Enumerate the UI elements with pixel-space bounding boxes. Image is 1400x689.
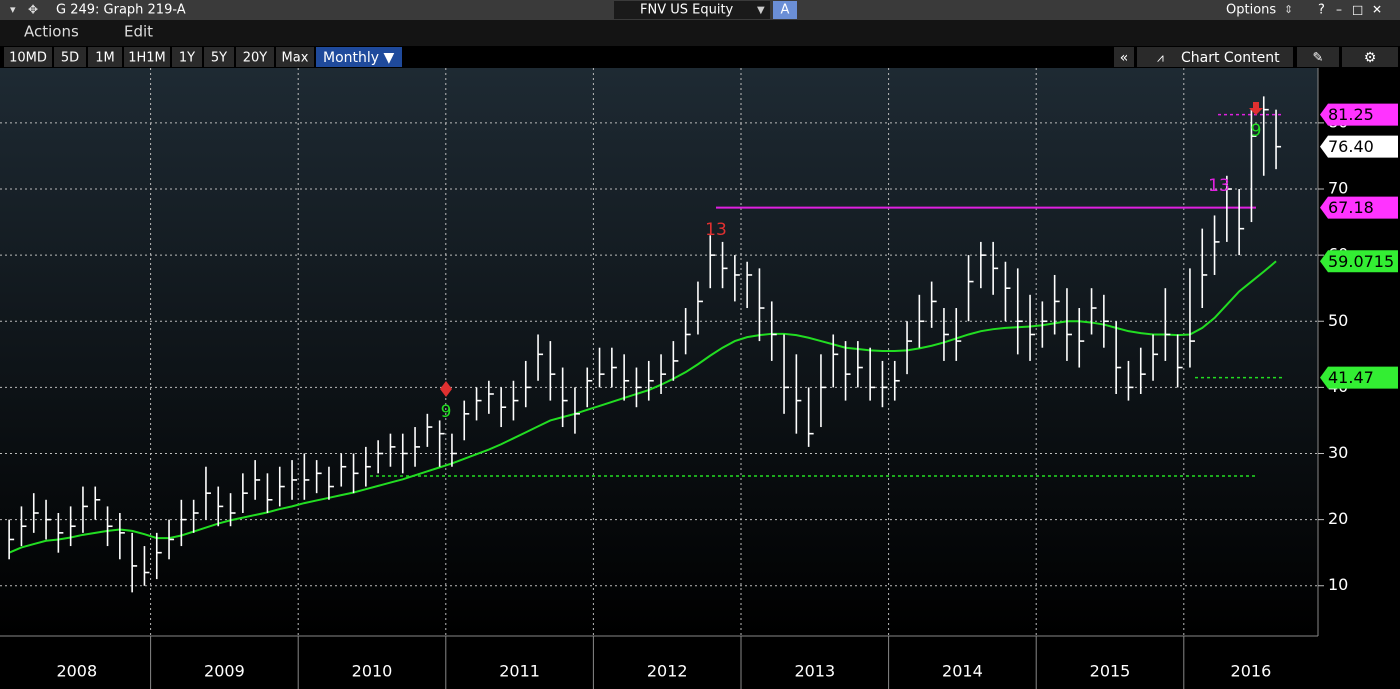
x-tick-label: 2008 <box>56 662 97 681</box>
range-button[interactable] <box>236 47 274 67</box>
x-tick-label: 2011 <box>499 662 540 681</box>
price-badge-label: 41.47 <box>1328 368 1374 387</box>
x-tick-label: 2012 <box>647 662 688 681</box>
range-button[interactable] <box>172 47 202 67</box>
range-button[interactable] <box>204 47 234 67</box>
signal-arrow <box>1249 102 1263 115</box>
x-tick-label: 2013 <box>794 662 835 681</box>
menu-bar <box>0 20 1400 46</box>
range-button[interactable] <box>4 47 52 67</box>
price-badge-label: 76.40 <box>1328 137 1374 156</box>
window-title: G 249: Graph 219-A <box>56 3 186 18</box>
annotation: 13 <box>1208 176 1230 196</box>
range-label[interactable]: 5Y <box>211 51 227 66</box>
price-badge <box>1320 135 1398 158</box>
x-tick-label: 2010 <box>352 662 393 681</box>
y-tick-label: 30 <box>1328 443 1348 462</box>
help[interactable]: ? <box>1318 3 1325 18</box>
range-button[interactable] <box>276 47 314 67</box>
x-tick-label: 2009 <box>204 662 245 681</box>
price-badge <box>1320 250 1398 273</box>
y-tick-label: 20 <box>1328 509 1348 528</box>
plot: 1020304050607080200820092010201120122013… <box>0 68 1398 689</box>
annotation: 9 <box>441 402 452 422</box>
minimize[interactable]: – <box>1336 3 1342 17</box>
maximize[interactable]: □ <box>1352 3 1363 17</box>
options-arrow[interactable]: ⇕ <box>1284 3 1293 16</box>
settings-button[interactable] <box>1342 47 1398 67</box>
x-axis-area <box>0 636 1400 689</box>
plot-area <box>0 68 1318 636</box>
range-button[interactable] <box>54 47 86 67</box>
y-tick-label: 70 <box>1328 179 1348 198</box>
range-label[interactable]: 1H1M <box>128 51 166 66</box>
collapse[interactable]: « <box>1120 50 1129 66</box>
y-axis-area <box>1318 68 1400 636</box>
collapse-button[interactable] <box>1114 47 1134 67</box>
menu-item[interactable]: Actions <box>24 23 79 41</box>
y-tick-label: 50 <box>1328 311 1348 330</box>
x-tick-label: 2016 <box>1231 662 1272 681</box>
range-label[interactable]: 1M <box>95 51 115 66</box>
range-label[interactable]: 1Y <box>179 51 195 66</box>
period-label[interactable]: Monthly ▼ <box>323 50 395 66</box>
price-badge <box>1320 366 1398 389</box>
price-badge-label: 59.0715 <box>1328 252 1394 271</box>
edit-icon[interactable]: ✎ <box>1313 51 1324 66</box>
moving-average <box>8 260 1277 554</box>
price-badge-label: 67.18 <box>1328 198 1374 217</box>
ticker-tag[interactable]: A <box>781 3 790 18</box>
settings-icon[interactable]: ⚙ <box>1364 50 1377 66</box>
ticker-box[interactable] <box>614 1 770 19</box>
menu-arrow[interactable]: ▾ <box>10 3 16 16</box>
close[interactable]: ✕ <box>1372 3 1382 17</box>
x-tick-label: 2014 <box>942 662 983 681</box>
move-icon[interactable]: ✥ <box>28 3 38 17</box>
chart-content-button[interactable] <box>1137 47 1293 67</box>
chart-icon[interactable]: ⩘ <box>1157 51 1164 65</box>
price-badge <box>1320 196 1398 219</box>
range-button[interactable] <box>124 47 170 67</box>
options[interactable]: Options <box>1226 3 1276 18</box>
price-badge <box>1320 103 1398 126</box>
x-tick-label: 2015 <box>1090 662 1131 681</box>
toolbar-buttons: 10MD 5D 1M 1H1M 1Y 5Y 20Y Max Monthly ▼ <box>4 47 402 67</box>
chart-content[interactable]: Chart Content <box>1181 50 1280 66</box>
range-button[interactable] <box>88 47 122 67</box>
range-label[interactable]: 10MD <box>9 51 47 66</box>
annotation: 9 <box>1251 121 1262 141</box>
range-label[interactable]: 5D <box>61 51 79 66</box>
range-label[interactable]: Max <box>282 51 309 66</box>
annotation: 13 <box>705 220 727 240</box>
edit-button[interactable] <box>1297 47 1339 67</box>
period-button[interactable] <box>316 47 402 67</box>
signal-diamond <box>440 381 452 397</box>
ticker-tag-box[interactable] <box>773 1 797 19</box>
ticker-arrow[interactable]: ▼ <box>757 5 765 16</box>
ticker[interactable]: FNV US Equity <box>640 3 734 18</box>
price-badge-label: 81.25 <box>1328 105 1374 124</box>
y-tick-label: 10 <box>1328 575 1348 594</box>
menu-item[interactable]: Edit <box>124 23 153 41</box>
range-label[interactable]: 20Y <box>243 51 268 66</box>
